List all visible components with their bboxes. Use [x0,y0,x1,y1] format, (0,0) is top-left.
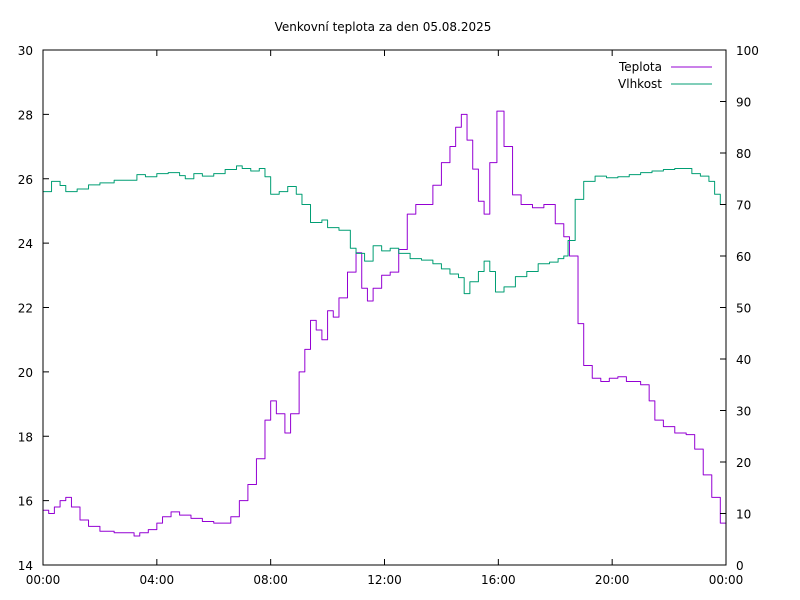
y-tick-label: 16 [18,495,33,509]
x-tick-label: 08:00 [253,573,288,587]
y2-tick-label: 90 [736,96,751,110]
legend-label: Vlhkost [618,77,662,91]
y-tick-label: 22 [18,302,33,316]
y2-tick-label: 60 [736,250,751,264]
y2-tick-label: 100 [736,44,759,58]
y-tick-label: 26 [18,173,33,187]
x-tick-label: 16:00 [481,573,516,587]
y2-tick-label: 10 [736,508,751,522]
y2-tick-label: 0 [736,559,744,573]
y-tick-label: 20 [18,366,33,380]
y-tick-label: 30 [18,44,33,58]
x-tick-label: 12:00 [367,573,402,587]
series-line-teplota [43,110,727,537]
y-tick-label: 28 [18,108,33,122]
y2-tick-label: 80 [736,147,751,161]
x-tick-label: 04:00 [140,573,175,587]
series-layer [43,110,727,537]
y2-tick-label: 70 [736,199,751,213]
y2-tick-label: 30 [736,405,751,419]
x-tick-label: 20:00 [595,573,630,587]
y-tick-label: 14 [18,559,33,573]
y-tick-label: 18 [18,430,33,444]
y-tick-label: 24 [18,237,33,251]
axes-layer: 14 16 18 20 22 24 26 28 30 0 10 20 30 40 50 60 70 80 90 100… [18,44,759,587]
y2-tick-label: 50 [736,302,751,316]
legend-label: Teplota [618,60,662,74]
y2-tick-label: 20 [736,456,751,470]
x-tick-label: 00:00 [26,573,61,587]
x-tick-label: 00:00 [709,573,744,587]
chart-title: Venkovní teplota za den 05.08.2025 [275,20,492,34]
series-line-vlhkost [43,165,726,295]
legend: Teplota Vlhkost [618,60,712,91]
y2-tick-label: 40 [736,353,751,367]
plot-frame [42,49,727,566]
